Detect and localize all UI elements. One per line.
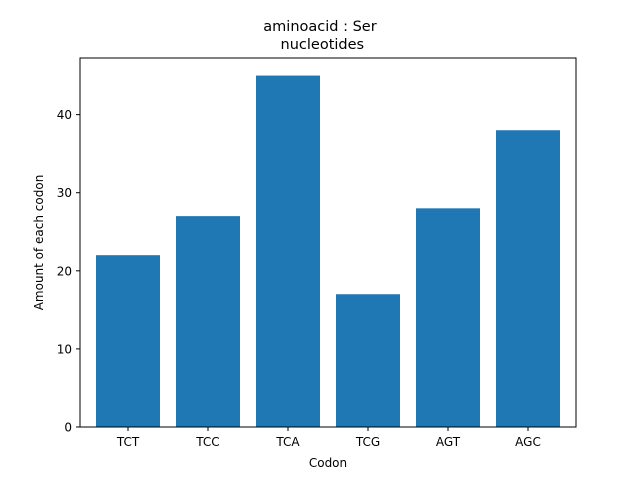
x-tick-label: TCA: [275, 435, 300, 449]
x-tick-label: TCG: [355, 435, 380, 449]
bar-agt: [416, 208, 480, 427]
chart-subtitle: nucleotides: [276, 37, 364, 53]
y-axis-ticks: 0 10 20 30 40: [57, 108, 80, 435]
x-tick-label: TCT: [116, 435, 140, 449]
y-axis-label: Amount of each codon: [32, 175, 46, 311]
plot-area-frame: [79, 57, 577, 428]
y-tick-label: 30: [57, 186, 72, 200]
bar-tcg: [336, 294, 400, 427]
x-tick-label: TCC: [195, 435, 219, 449]
bar-agc: [496, 130, 560, 427]
bar-tcc: [176, 216, 240, 427]
y-tick-label: 20: [57, 264, 72, 278]
bars-group: [96, 75, 560, 428]
y-tick-label: 0: [64, 421, 72, 435]
x-axis-ticks: TCT TCC TCA TCG AGT AGC: [116, 427, 541, 449]
y-tick-label: 40: [57, 108, 72, 122]
x-tick-label: AGC: [515, 435, 541, 449]
x-axis-label: Codon: [309, 456, 347, 470]
x-tick-label: AGT: [436, 435, 461, 449]
bar-tct: [96, 255, 160, 427]
y-tick-label: 10: [57, 342, 72, 356]
bar-tca: [256, 75, 320, 428]
chart-title: aminoacid : Ser: [263, 19, 376, 35]
